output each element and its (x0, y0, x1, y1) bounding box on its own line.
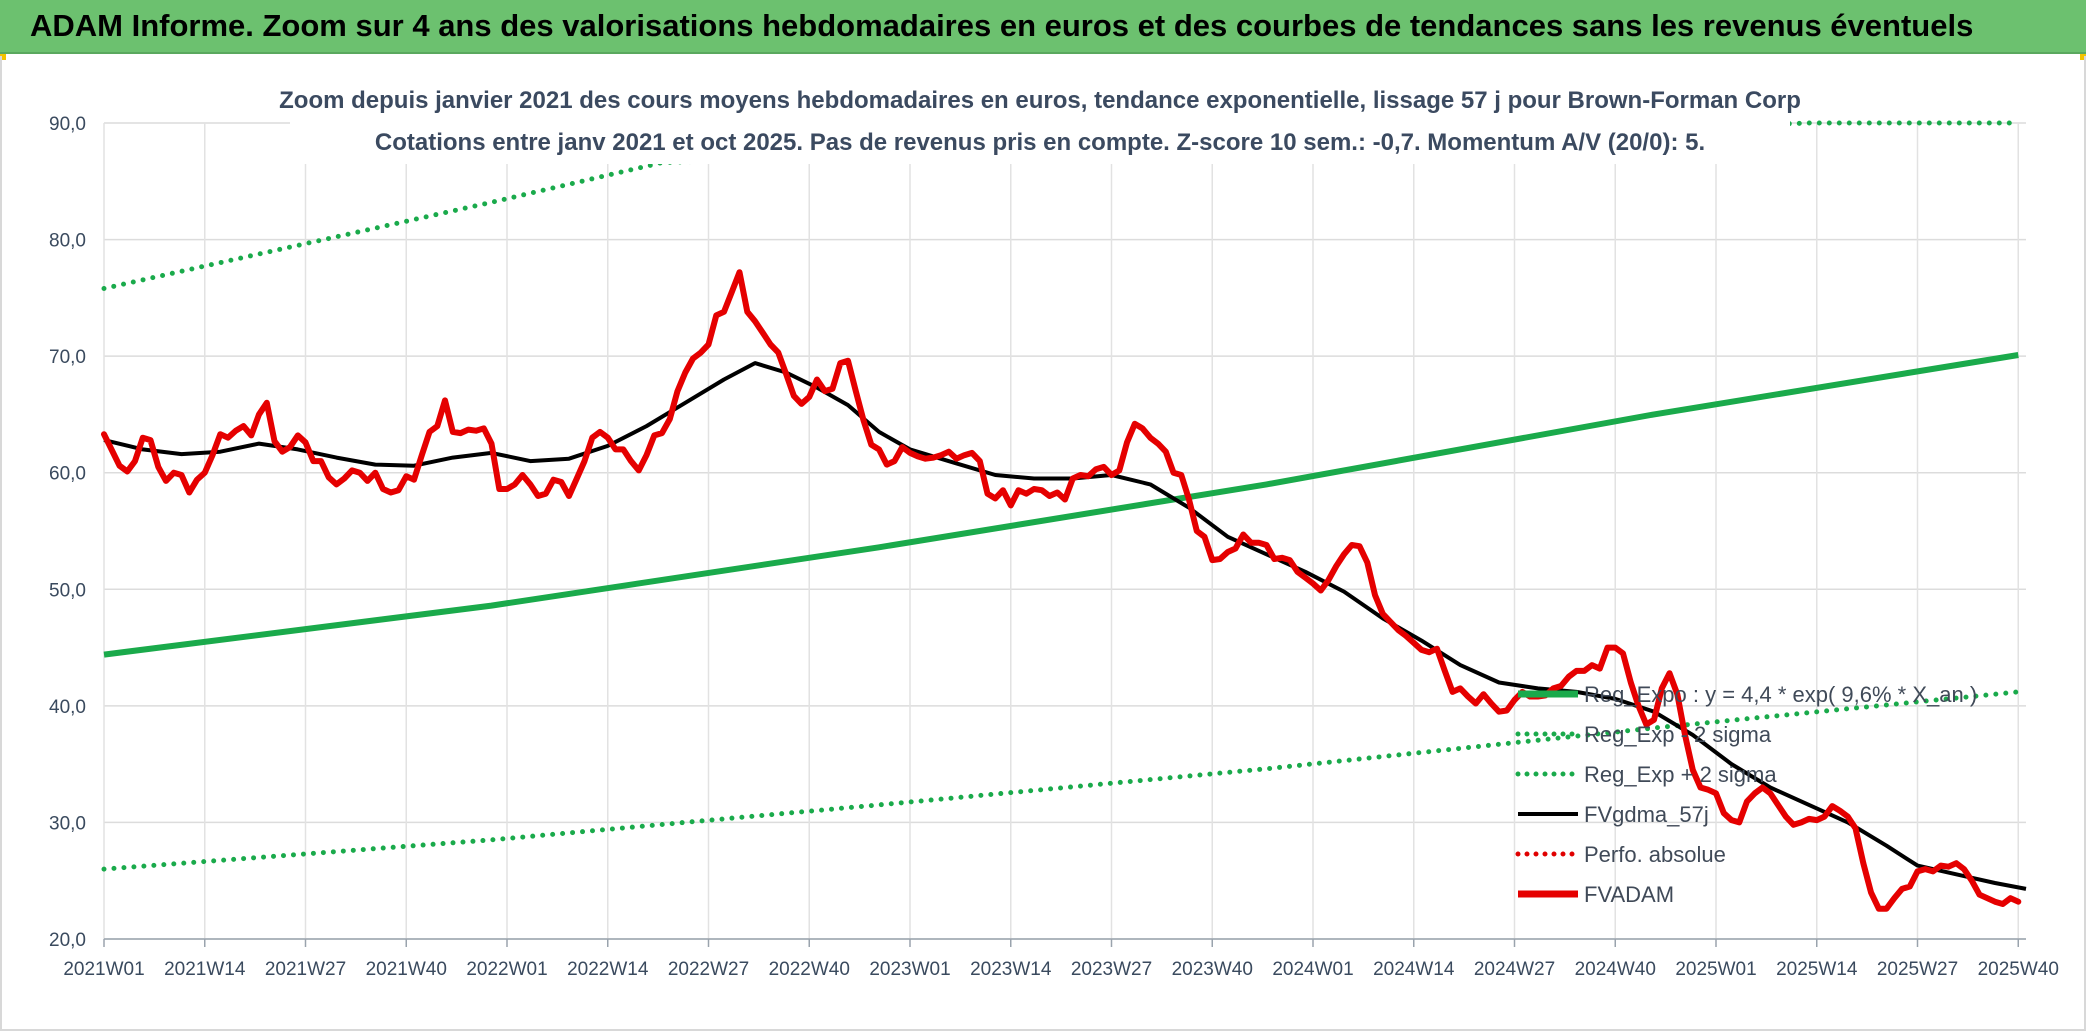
chart-subtitle: Cotations entre janv 2021 et oct 2025. P… (375, 129, 1705, 156)
chart-frame (0, 56, 2086, 1031)
y-tick-label: 40,0 (49, 697, 86, 718)
x-axis: 2021W01 2021W14 2021W27 2021W40 2022W01 2022W… (63, 938, 2059, 980)
y-tick-label: 90,0 (49, 114, 86, 135)
legend-label-fvgdma-57j: FVgdma_57j (1584, 802, 1709, 827)
series-group (101, 120, 2027, 912)
corner-marker-right (2080, 54, 2086, 60)
x-tick-label: 2021W27 (265, 959, 346, 980)
title-background (290, 80, 1790, 164)
series-line-reg-exp-2-sigma (101, 689, 2021, 872)
chart-title: Zoom depuis janvier 2021 des cours moyen… (279, 87, 1801, 114)
corner-marker-left (0, 54, 6, 60)
x-tick-label: 2025W27 (1877, 959, 1958, 980)
y-tick-label: 80,0 (49, 231, 86, 252)
legend-label-reg-expo-y-4-4-exp-9-6-x-an: Reg_Expo : y = 4,4 * exp( 9,6% * X_an ) (1584, 682, 1977, 707)
legend-label-reg-exp-2-sigma: Reg_Exp + 2 sigma (1584, 762, 1777, 787)
x-tick-label: 2024W01 (1272, 959, 1353, 980)
x-tick-label: 2025W14 (1776, 959, 1858, 980)
x-tick-label: 2022W01 (466, 959, 547, 980)
x-tick-label: 2023W14 (970, 959, 1052, 980)
x-tick-label: 2021W14 (164, 959, 246, 980)
x-tick-label: 2023W27 (1071, 959, 1152, 980)
report-banner: ADAM Informe. Zoom sur 4 ans des valoris… (0, 0, 2086, 54)
legend: Reg_Expo : y = 4,4 * exp( 9,6% * X_an ) R… (1515, 682, 1977, 907)
y-tick-label: 60,0 (49, 464, 86, 485)
x-tick-label: 2024W40 (1575, 959, 1656, 980)
x-tick-label: 2022W40 (769, 959, 850, 980)
x-tick-label: 2021W40 (366, 959, 447, 980)
x-tick-label: 2025W40 (1978, 959, 2059, 980)
x-tick-label: 2022W14 (567, 959, 649, 980)
report-title: ADAM Informe. Zoom sur 4 ans des valoris… (30, 8, 1974, 43)
legend-label-perfo-absolue: Perfo. absolue (1584, 842, 1726, 867)
gridlines (103, 122, 2026, 940)
chart-titles: Zoom depuis janvier 2021 des cours moyen… (279, 80, 1801, 164)
legend-label-fvadam: FVADAM (1584, 882, 1674, 907)
series-line-fvadam (101, 269, 2022, 912)
y-tick-label: 20,0 (49, 930, 86, 951)
series-line-reg-expo-y-4-4-exp-9-6-x-an (103, 352, 2019, 658)
x-tick-label: 2023W01 (869, 959, 950, 980)
x-tick-label: 2025W01 (1675, 959, 1756, 980)
y-axis: 20,0 30,0 40,0 50,0 60,0 70,0 80,0 90,0 (49, 114, 86, 951)
x-tick-label: 2024W14 (1373, 959, 1455, 980)
x-tick-label: 2022W27 (668, 959, 749, 980)
x-tick-label: 2024W27 (1474, 959, 1555, 980)
legend-label-reg-exp-2-sigma: Reg_Exp - 2 sigma (1584, 722, 1772, 747)
series-line-fvgdma-57j (103, 361, 2027, 891)
x-tick-label: 2023W40 (1172, 959, 1253, 980)
y-tick-label: 70,0 (49, 347, 86, 368)
y-tick-label: 50,0 (49, 580, 86, 601)
x-tick-label: 2021W01 (63, 959, 144, 980)
y-tick-label: 30,0 (49, 813, 86, 834)
